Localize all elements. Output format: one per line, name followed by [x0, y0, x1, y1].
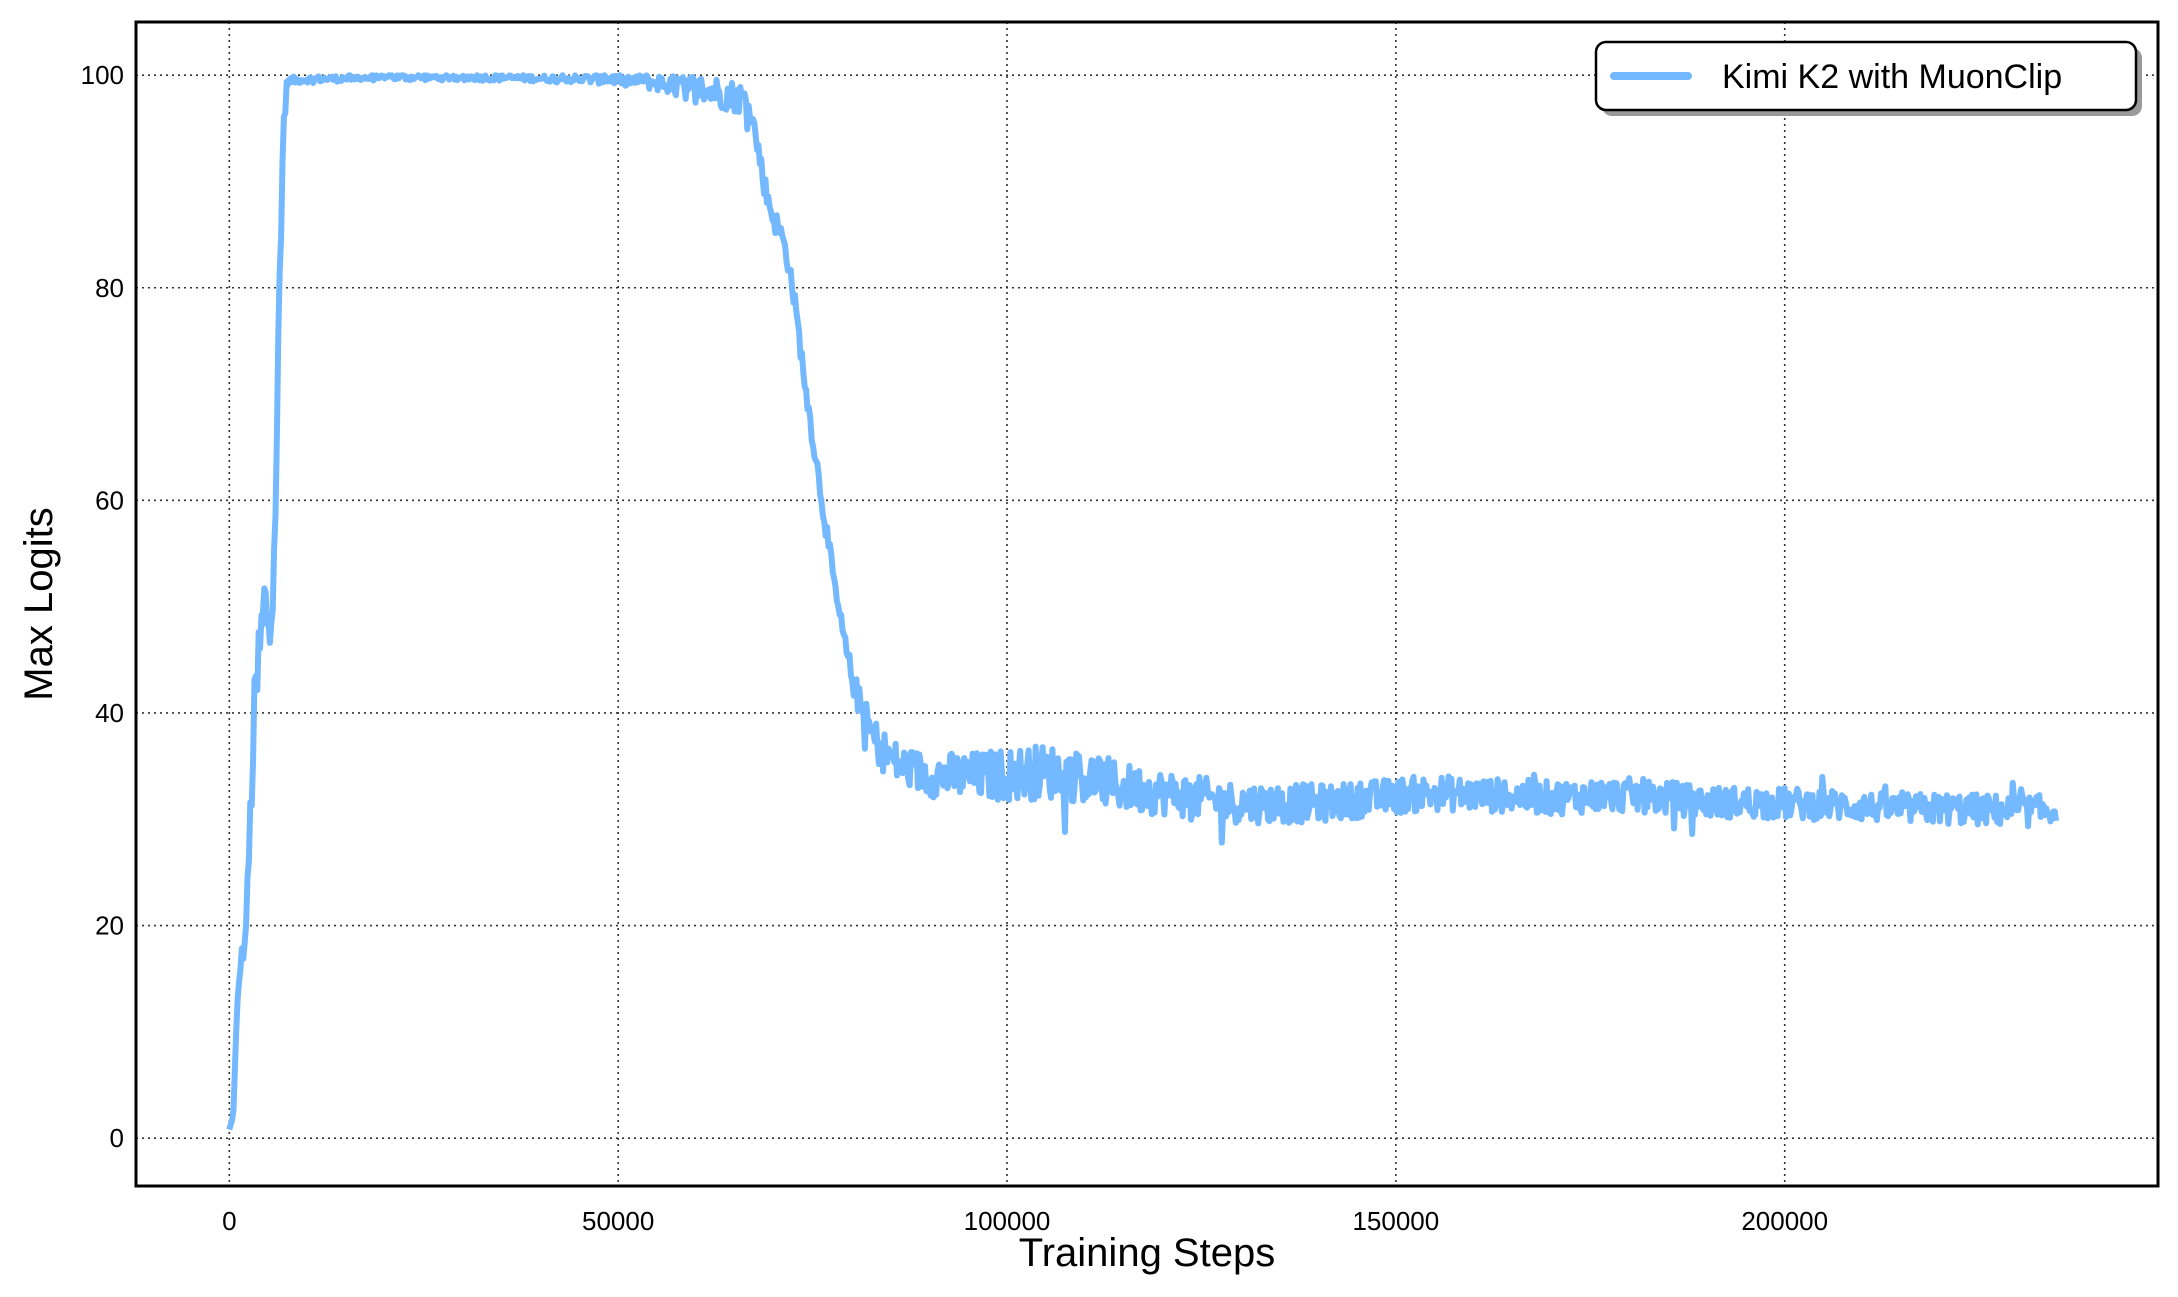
- x-tick-label: 200000: [1741, 1206, 1828, 1236]
- x-tick-label: 150000: [1352, 1206, 1439, 1236]
- x-tick-label: 50000: [582, 1206, 654, 1236]
- legend: Kimi K2 with MuonClip: [1594, 40, 2142, 116]
- y-tick-label: 0: [110, 1123, 124, 1153]
- plot-frame: [134, 20, 2160, 1188]
- x-axis-ticks: 0 50000 100000 150000 200000: [222, 1206, 1828, 1236]
- series-line: [226, 72, 2060, 1131]
- y-tick-label: 20: [95, 911, 124, 941]
- y-tick-label: 60: [95, 485, 124, 515]
- legend-label: Kimi K2 with MuonClip: [1722, 58, 2062, 96]
- y-axis-ticks: 0 20 40 60 80 100: [81, 60, 124, 1153]
- x-tick-label: 100000: [964, 1206, 1051, 1236]
- x-axis-title: Training Steps: [1019, 1231, 1275, 1275]
- x-tick-label: 0: [222, 1206, 236, 1236]
- y-tick-label: 80: [95, 273, 124, 303]
- legend-box: [1594, 40, 2138, 112]
- series-layer: [226, 72, 2060, 1131]
- y-tick-label: 40: [95, 698, 124, 728]
- y-tick-label: 100: [81, 60, 124, 90]
- y-axis-title: Max Logits: [17, 507, 61, 700]
